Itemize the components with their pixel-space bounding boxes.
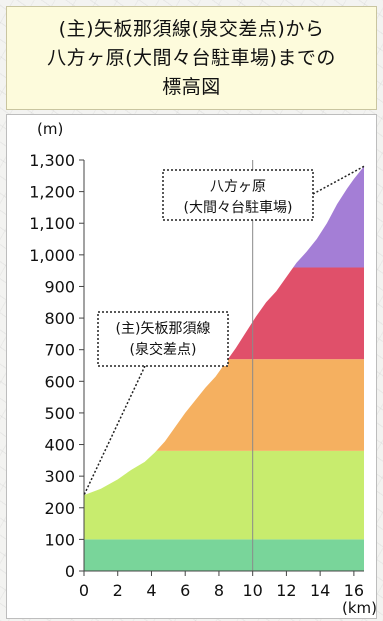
callout-box: [97, 311, 229, 367]
y-tick-label: 1,300: [29, 151, 75, 170]
x-tick-label: 0: [79, 581, 89, 600]
x-tick-label: 14: [310, 581, 330, 600]
x-tick-label: 6: [180, 581, 190, 600]
x-tick-label: 4: [146, 581, 156, 600]
axes: 01002003004005006007008009001,0001,1001,…: [29, 151, 364, 600]
y-tick-label: 700: [44, 341, 75, 360]
y-tick-label: 800: [44, 309, 75, 328]
y-tick-label: 1,200: [29, 183, 75, 202]
callout-label: (大間々台駐車場): [184, 199, 293, 216]
chart-panel: 0 100 200 300 400 500 600 700 800 900 1,000 1,100 1,…: [6, 114, 377, 619]
callouts: (主)矢板那須線 (泉交差点) 八方ヶ原 (大間々台駐車場): [83, 165, 365, 496]
elevation-band-0: [84, 539, 364, 571]
title-line-3: 標高図: [162, 75, 221, 98]
y-tick-label: 1,000: [29, 246, 75, 265]
y-tick-label: 400: [44, 436, 75, 455]
callout-box: [162, 169, 314, 221]
y-tick-label: 1,100: [29, 214, 75, 233]
y-tick-label: 200: [44, 499, 75, 518]
y-tick-label: 500: [44, 404, 75, 423]
title-line-1: (主)矢板那須線(泉交差点)から: [58, 17, 325, 40]
elevation-chart: 01002003004005006007008009001,0001,1001,…: [29, 120, 377, 617]
x-tick-label: 8: [214, 581, 224, 600]
callout-label: 八方ヶ原: [210, 179, 266, 195]
x-tick-label: 2: [113, 581, 123, 600]
x-tick-label: 16: [344, 581, 364, 600]
x-axis-unit: (km): [342, 599, 377, 617]
y-axis-unit: (m): [37, 120, 63, 138]
callout-label: (主)矢板那須線: [116, 321, 211, 337]
y-tick-label: 900: [44, 277, 75, 296]
y-tick-label: 600: [44, 372, 75, 391]
x-tick-label: 12: [276, 581, 296, 600]
y-tick-label: 0: [65, 562, 75, 581]
x-tick-label: 10: [242, 581, 262, 600]
chart-title-box: (主)矢板那須線(泉交差点)から 八方ヶ原(大間々台駐車場)までの 標高図: [6, 6, 377, 110]
y-tick-label: 300: [44, 467, 75, 486]
title-line-2: 八方ヶ原(大間々台駐車場)までの: [47, 46, 336, 69]
y-tick-label: 100: [44, 530, 75, 549]
callout-leader-line: [312, 165, 365, 195]
callout-label: (泉交差点): [130, 341, 197, 358]
